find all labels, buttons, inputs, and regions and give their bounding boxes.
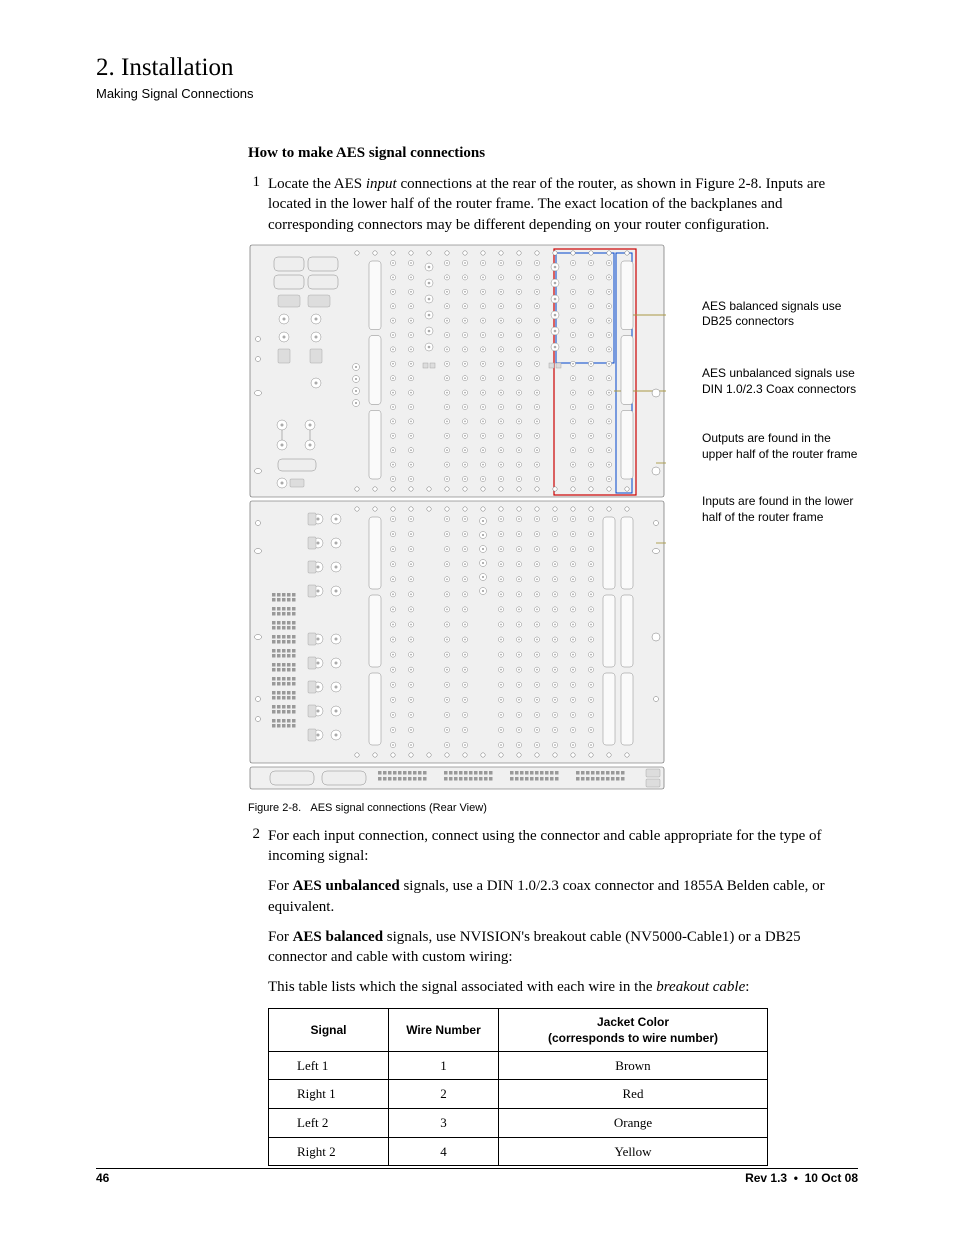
cell-color: Red [499,1080,768,1109]
cell-wire: 3 [389,1108,499,1137]
text: Jacket Color [597,1015,669,1029]
step-number: 2 [248,826,268,1166]
table-row: Left 23Orange [269,1108,768,1137]
cell-color: Orange [499,1108,768,1137]
figure-caption: Figure 2-8. AES signal connections (Rear… [248,802,858,814]
table-row: Left 11Brown [269,1051,768,1080]
cell-signal: Left 2 [269,1108,389,1137]
callout-3: Outputs are found in the upper half of t… [702,431,858,462]
callout-2: AES unbalanced signals use DIN 1.0/2.3 C… [702,366,858,397]
section-heading: How to make AES signal connections [248,145,858,162]
text: For each input connection, connect using… [268,828,822,864]
text: This table lists which the signal associ… [268,979,656,995]
step-text: For each input connection, connect using… [268,826,858,1166]
callout-4: Inputs are found in the lower half of th… [702,494,858,525]
cell-wire: 4 [389,1137,499,1166]
step-1: 1 Locate the AES input connections at th… [248,174,858,235]
table-row: Right 24Yellow [269,1137,768,1166]
callout-1: AES balanced signals use DB25 connectors [702,299,858,330]
cell-signal: Right 1 [269,1080,389,1109]
table-header-wire: Wire Number [389,1008,499,1051]
text: For [268,878,293,894]
chapter-title: 2. Installation [96,54,858,82]
page-number: 46 [96,1171,109,1185]
table-row: Right 12Red [269,1080,768,1109]
text: For [268,929,293,945]
wire-table: Signal Wire Number Jacket Color (corresp… [268,1008,768,1167]
figure-2-8: AES balanced signals use DB25 connectors… [248,243,858,796]
figure-diagram [248,243,666,796]
cell-wire: 2 [389,1080,499,1109]
table-header-signal: Signal [269,1008,389,1051]
text: Locate the AES [268,176,366,192]
page-footer: 46 Rev 1.3 • 10 Oct 08 [96,1168,858,1185]
step-number: 1 [248,174,268,235]
figure-callouts: AES balanced signals use DB25 connectors… [666,243,858,554]
cell-signal: Right 2 [269,1137,389,1166]
text-strong: AES balanced [293,929,383,945]
cell-wire: 1 [389,1051,499,1080]
chapter-subtitle: Making Signal Connections [96,86,858,101]
revision: Rev 1.3 • 10 Oct 08 [745,1171,858,1185]
step-2: 2 For each input connection, connect usi… [248,826,858,1166]
text-emphasis: input [366,176,397,192]
table-header-color: Jacket Color (corresponds to wire number… [499,1008,768,1051]
cell-color: Yellow [499,1137,768,1166]
text-strong: AES unbalanced [293,878,400,894]
text-emphasis: breakout cable [656,979,745,995]
cell-signal: Left 1 [269,1051,389,1080]
step-text: Locate the AES input connections at the … [268,174,858,235]
cell-color: Brown [499,1051,768,1080]
text: : [745,979,749,995]
text: (corresponds to wire number) [548,1031,718,1045]
